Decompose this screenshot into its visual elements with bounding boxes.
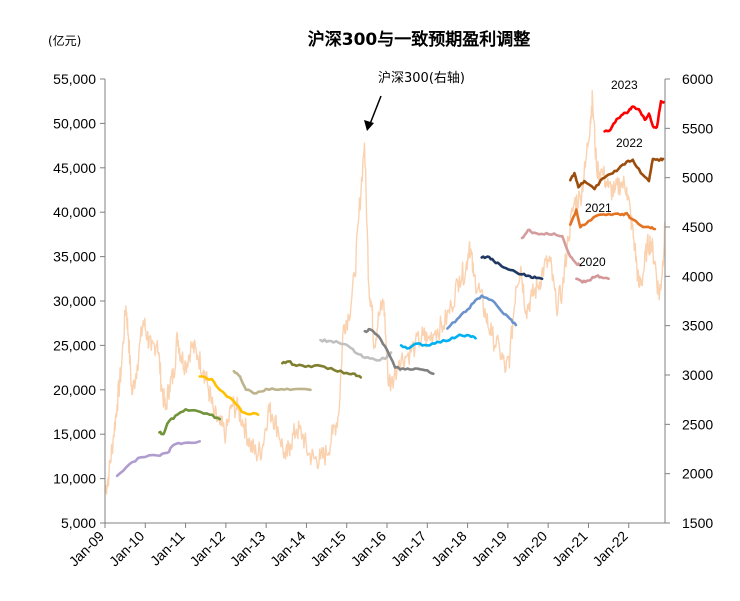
earnings-series-layer	[115, 99, 666, 478]
series-line-2018	[480, 255, 544, 281]
x-tick-label: Jan-17	[388, 528, 430, 570]
series-line-2010	[158, 408, 222, 436]
left-tick-label: 35,000	[53, 249, 96, 265]
index-line-hs300	[104, 90, 666, 495]
x-tick-label: Jan-10	[106, 528, 148, 570]
series-line-2023	[603, 99, 666, 133]
label-2022: 2022	[616, 136, 643, 150]
index-series-layer	[104, 90, 666, 495]
x-tick-label: Jan-09	[66, 528, 108, 570]
right-tick-label: 5000	[682, 170, 713, 186]
x-tick-label: Jan-22	[589, 528, 631, 570]
right-tick-label: 4500	[682, 219, 713, 235]
axes: 5,000 10,000 15,000 20,000 25,000 30,000 35,00…	[53, 71, 713, 569]
left-axis-unit: (亿元)	[48, 33, 81, 48]
series-line-2015	[363, 327, 435, 376]
x-tick-label: Jan-11	[147, 528, 188, 569]
left-tick-label: 30,000	[53, 293, 96, 309]
left-tick-label: 25,000	[53, 337, 96, 353]
left-tick-label: 45,000	[53, 160, 96, 176]
series-line-2011	[198, 375, 260, 416]
series-line-2017	[446, 294, 518, 330]
right-tick-label: 1500	[682, 515, 713, 531]
series-line-2012	[232, 369, 312, 395]
series-line-2014	[319, 338, 393, 362]
label-2023: 2023	[611, 78, 638, 92]
series-line-2022	[569, 157, 665, 191]
right-tick-label: 2000	[682, 466, 713, 482]
left-tick-label: 20,000	[53, 382, 96, 398]
left-tick-label: 5,000	[61, 515, 96, 531]
right-tick-label: 2500	[682, 416, 713, 432]
chart-title: 沪深300与一致预期盈利调整	[308, 29, 531, 50]
x-tick-label: Jan-14	[267, 528, 309, 570]
series-line-2009	[115, 440, 201, 478]
annotation-index-right-axis: 沪深300(右轴)	[378, 70, 465, 86]
x-tick-label: Jan-13	[227, 528, 269, 570]
label-2020: 2020	[579, 255, 606, 269]
left-tick-label: 15,000	[53, 426, 96, 442]
series-line-2016	[399, 333, 477, 350]
series-line-2019	[520, 228, 582, 267]
left-tick-label: 55,000	[53, 71, 96, 87]
x-tick-label: Jan-20	[509, 528, 551, 570]
x-tick-label: Jan-21	[549, 528, 591, 570]
x-tick-label: Jan-18	[428, 528, 470, 570]
x-tick-label: Jan-12	[186, 528, 228, 570]
right-tick-label: 3500	[682, 318, 713, 334]
right-tick-label: 3000	[682, 367, 713, 383]
x-tick-label: Jan-16	[348, 528, 390, 570]
right-tick-label: 5500	[682, 120, 713, 136]
series-line-2021	[569, 208, 657, 231]
right-tick-label: 4000	[682, 268, 713, 284]
series-line-2013	[281, 360, 363, 379]
left-tick-label: 10,000	[53, 471, 96, 487]
x-tick-label: Jan-19	[468, 528, 510, 570]
x-tick-label: Jan-15	[307, 528, 349, 570]
right-tick-label: 6000	[682, 71, 713, 87]
series-line-2020	[575, 274, 610, 284]
left-tick-label: 50,000	[53, 115, 96, 131]
annotation-arrow-line	[369, 95, 382, 125]
annotation-arrow-head	[364, 120, 374, 131]
label-2021: 2021	[585, 201, 612, 215]
left-tick-label: 40,000	[53, 204, 96, 220]
